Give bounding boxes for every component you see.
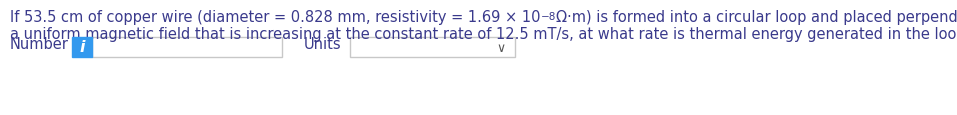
Text: −8: −8 xyxy=(541,12,556,22)
FancyBboxPatch shape xyxy=(350,38,515,58)
FancyBboxPatch shape xyxy=(72,38,92,58)
Text: Units: Units xyxy=(304,37,342,52)
Text: a uniform magnetic field that is increasing at the constant rate of 12.5 mT/s, a: a uniform magnetic field that is increas… xyxy=(10,27,957,42)
Text: i: i xyxy=(79,40,85,55)
Text: ∨: ∨ xyxy=(497,41,505,54)
Text: Number: Number xyxy=(10,37,69,52)
FancyBboxPatch shape xyxy=(92,38,282,58)
Text: If 53.5 cm of copper wire (diameter = 0.828 mm, resistivity = 1.69 × 10: If 53.5 cm of copper wire (diameter = 0.… xyxy=(10,10,541,25)
Text: Ω·m) is formed into a circular loop and placed perpendicular to: Ω·m) is formed into a circular loop and … xyxy=(556,10,957,25)
